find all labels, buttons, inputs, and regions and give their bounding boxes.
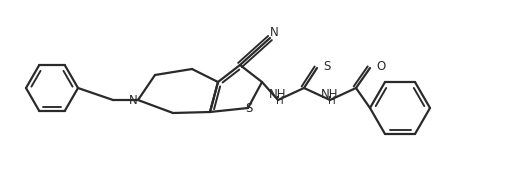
Text: NH: NH <box>269 88 287 101</box>
Text: H: H <box>276 96 284 106</box>
Text: NH: NH <box>321 88 339 101</box>
Text: O: O <box>376 60 385 72</box>
Text: N: N <box>129 93 138 107</box>
Text: S: S <box>323 60 330 72</box>
Text: N: N <box>270 26 278 39</box>
Text: S: S <box>245 102 253 115</box>
Text: H: H <box>328 96 336 106</box>
